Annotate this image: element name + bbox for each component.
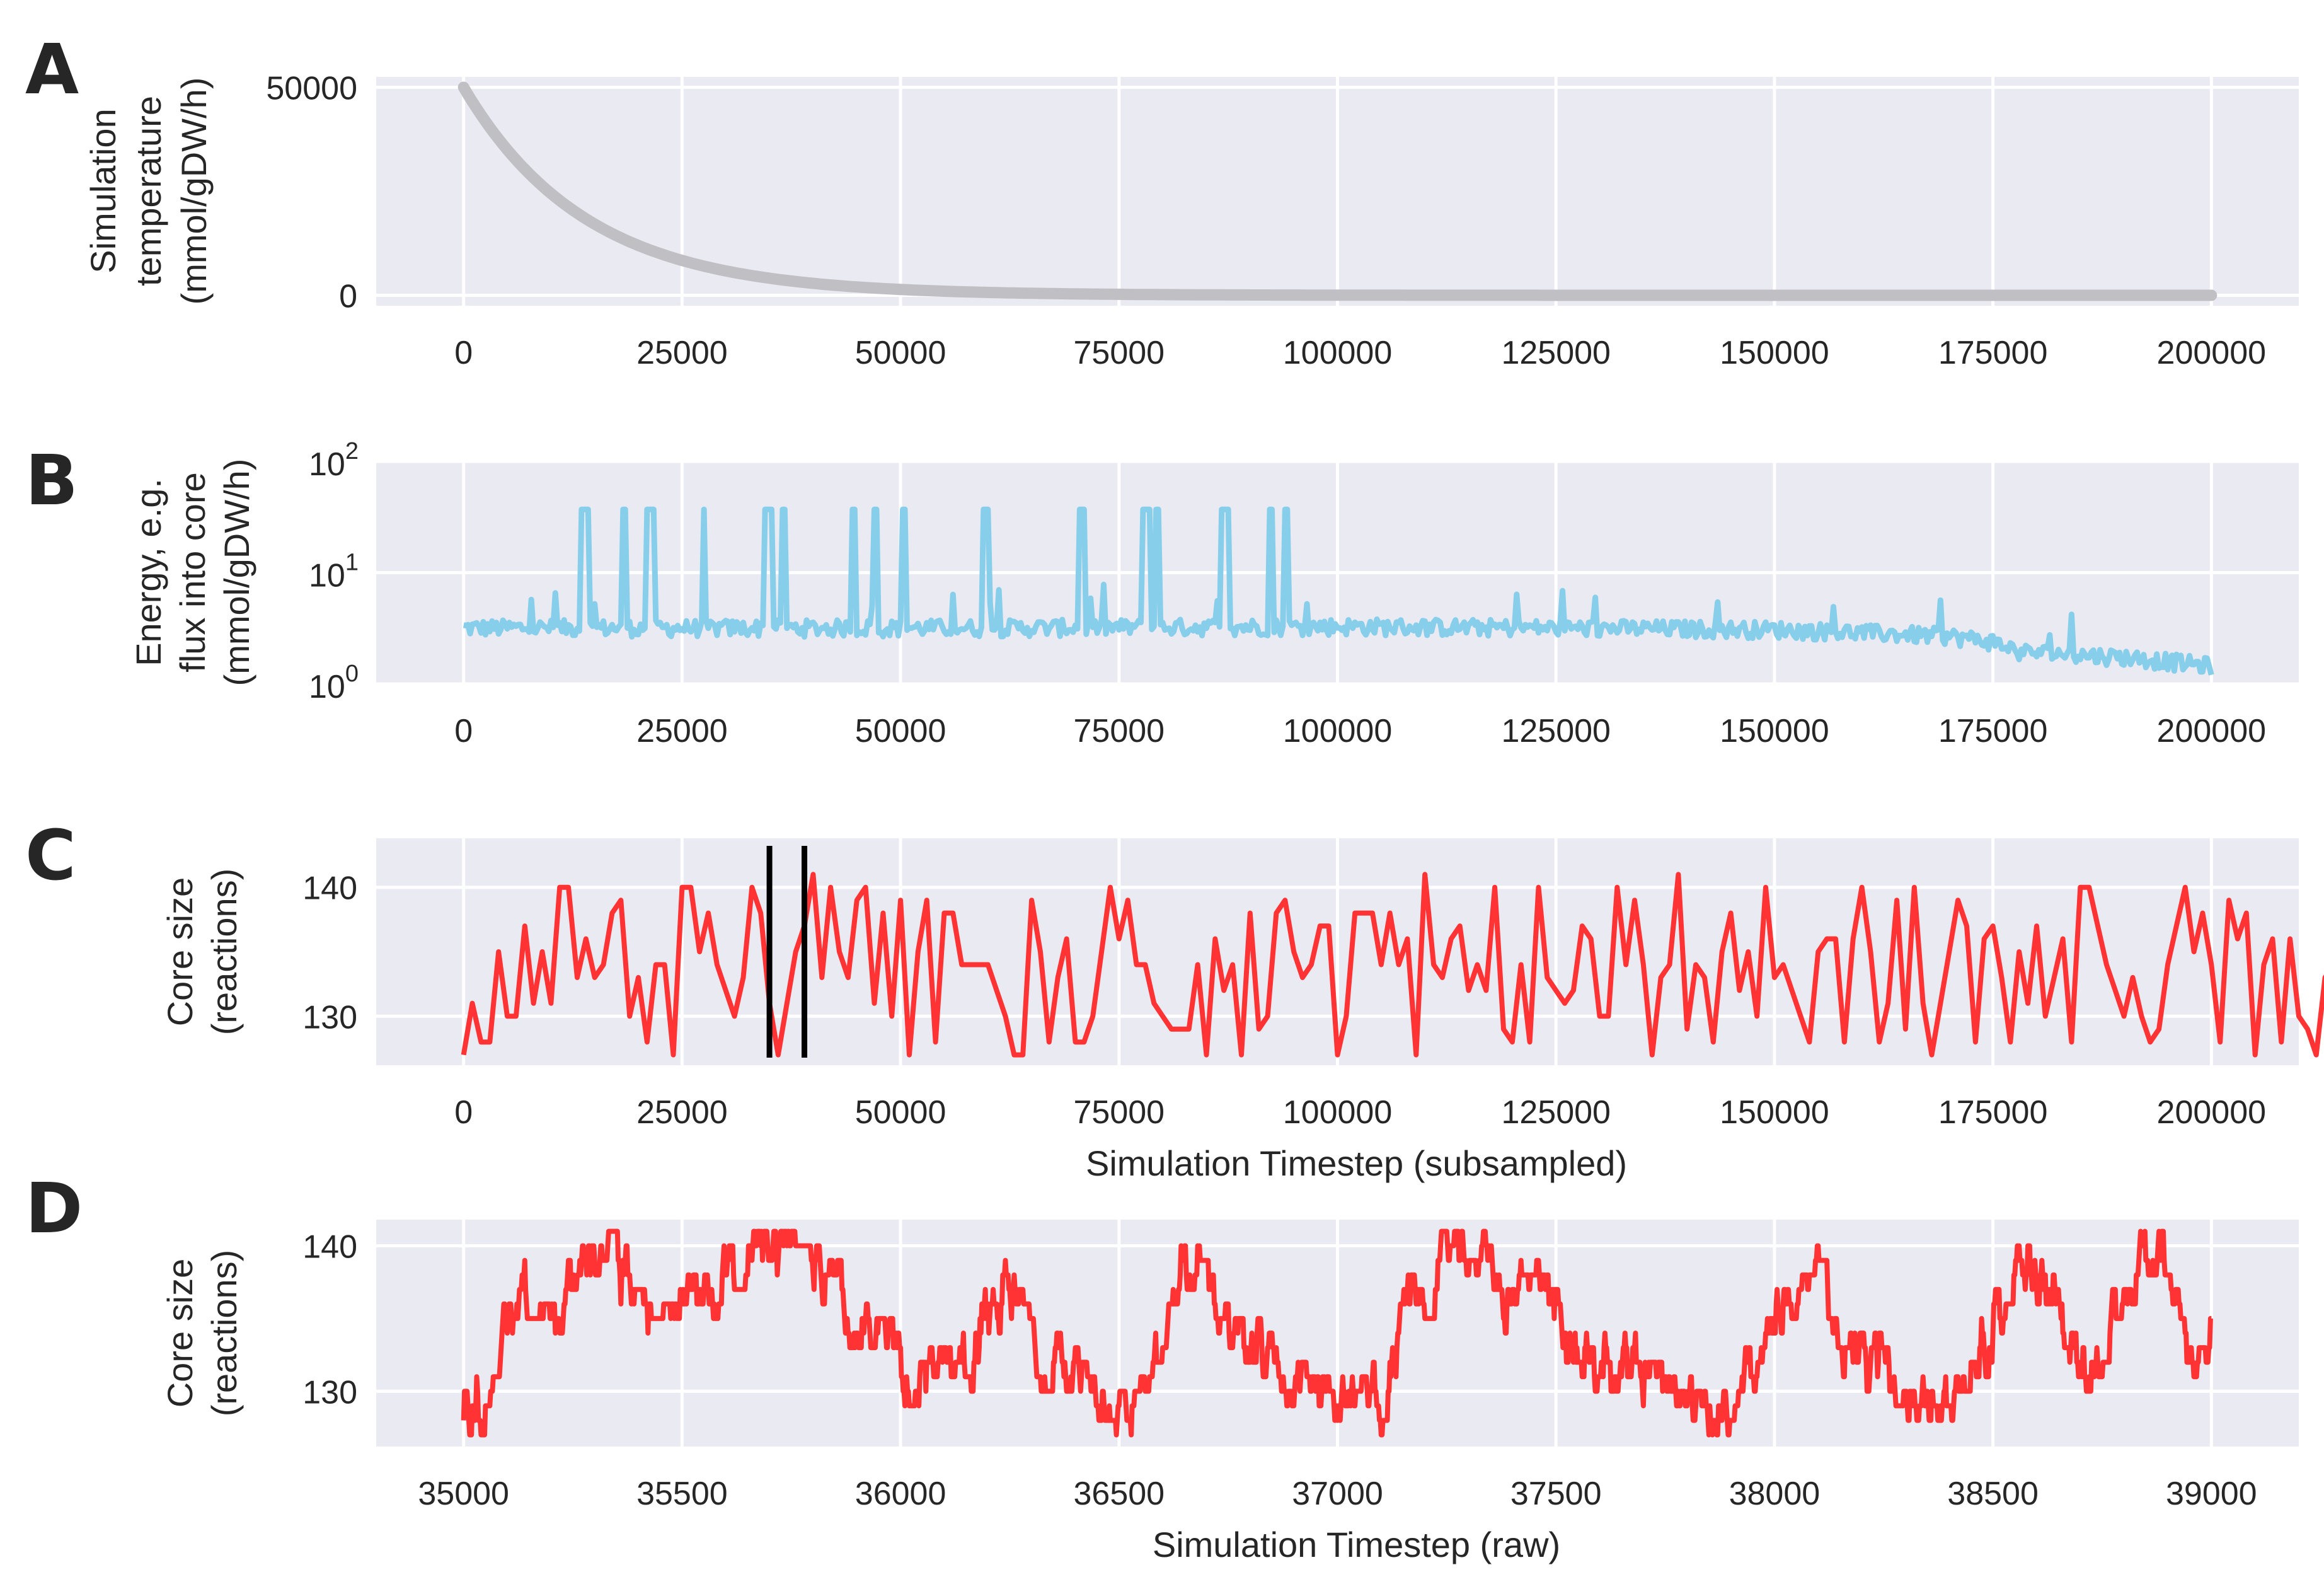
y-axis-label: (mmol/gDW/h)	[217, 459, 256, 686]
panel-label-a: A	[25, 29, 79, 110]
x-axis-label: Simulation Timestep (subsampled)	[1086, 1143, 1627, 1183]
y-axis-label: (reactions)	[204, 869, 244, 1036]
chart-a-temperature: 0 25000 50000 75000 100000 125000 150000 175000…	[83, 71, 2299, 371]
y-axis-label: flux into core	[173, 472, 212, 673]
x-tick-label: 36500	[1073, 1476, 1165, 1512]
x-tick-label: 125000	[1501, 713, 1611, 749]
core-size-raw-series-line	[461, 1228, 2213, 1438]
x-tick-label: 37000	[1292, 1476, 1383, 1512]
x-tick-label: 150000	[1720, 1094, 1829, 1131]
y-axis-label: Simulation	[83, 108, 123, 273]
y-tick-label: 140	[302, 1229, 357, 1266]
x-tick-label: 200000	[2157, 713, 2267, 749]
x-tick-label: 25000	[636, 713, 728, 749]
y-axis-label: Energy, e.g.	[129, 478, 168, 666]
y-axis-label: Core size	[160, 1259, 200, 1408]
x-tick-label: 37500	[1510, 1476, 1602, 1512]
x-tick-label: 175000	[1938, 713, 2048, 749]
x-tick-label: 150000	[1720, 335, 1829, 371]
x-tick-label: 0	[454, 1094, 473, 1131]
y-tick-label: 130	[302, 1374, 357, 1411]
y-tick-label: 101	[309, 550, 359, 594]
x-tick-label: 100000	[1283, 1094, 1393, 1131]
y-axis-label: (mmol/gDW/h)	[174, 78, 214, 305]
x-tick-label: 75000	[1073, 335, 1165, 371]
chart-d-core-size-raw: 35000 35500 36000 36500 37000 37500 38000 38500…	[160, 1220, 2299, 1564]
x-axis-label: Simulation Timestep (raw)	[1153, 1525, 1560, 1564]
y-axis-label: temperature	[129, 96, 168, 286]
panel-label-b: B	[25, 440, 78, 521]
temperature-series-line	[457, 81, 2218, 301]
y-axis-label: Core size	[160, 877, 200, 1027]
y-tick-label: 100	[309, 661, 359, 705]
y-axis-label: (reactions)	[204, 1250, 244, 1417]
x-tick-label: 125000	[1501, 1094, 1611, 1131]
x-tick-label: 50000	[855, 1094, 946, 1131]
y-tick-label: 140	[302, 870, 357, 907]
x-tick-label: 36000	[855, 1476, 946, 1512]
x-tick-label: 35500	[636, 1476, 728, 1512]
y-tick-label: 102	[309, 438, 359, 483]
panel-label-c: C	[25, 815, 76, 896]
x-tick-label: 150000	[1720, 713, 1829, 749]
y-tick-label: 130	[302, 999, 357, 1036]
x-tick-label: 200000	[2157, 335, 2267, 371]
x-tick-label: 0	[454, 335, 473, 371]
x-tick-label: 100000	[1283, 713, 1393, 749]
x-tick-label: 50000	[855, 713, 946, 749]
x-tick-label: 25000	[636, 335, 728, 371]
chart-b-energy: 0 25000 50000 75000 100000 125000 150000 175000…	[129, 438, 2299, 749]
y-tick-label: 50000	[266, 71, 357, 107]
x-tick-label: 175000	[1938, 1094, 2048, 1131]
x-tick-label: 75000	[1073, 1094, 1165, 1131]
x-tick-label: 0	[454, 713, 473, 749]
x-tick-label: 75000	[1073, 713, 1165, 749]
x-tick-label: 175000	[1938, 335, 2048, 371]
x-tick-label: 50000	[855, 335, 946, 371]
x-tick-label: 100000	[1283, 335, 1393, 371]
panel-label-d: D	[25, 1168, 83, 1249]
x-tick-label: 39000	[2166, 1476, 2257, 1512]
core-size-series-line	[461, 872, 2324, 1058]
x-tick-label: 200000	[2157, 1094, 2267, 1131]
x-tick-label: 25000	[636, 1094, 728, 1131]
x-tick-label: 35000	[418, 1476, 509, 1512]
x-tick-label: 38000	[1729, 1476, 1821, 1512]
y-tick-label: 0	[339, 279, 357, 315]
x-tick-label: 125000	[1501, 335, 1611, 371]
x-tick-label: 38500	[1947, 1476, 2039, 1512]
chart-c-core-size-subsampled: 0 25000 50000 75000 100000 125000 150000 175000…	[160, 838, 2324, 1183]
energy-series-line	[463, 506, 2214, 676]
